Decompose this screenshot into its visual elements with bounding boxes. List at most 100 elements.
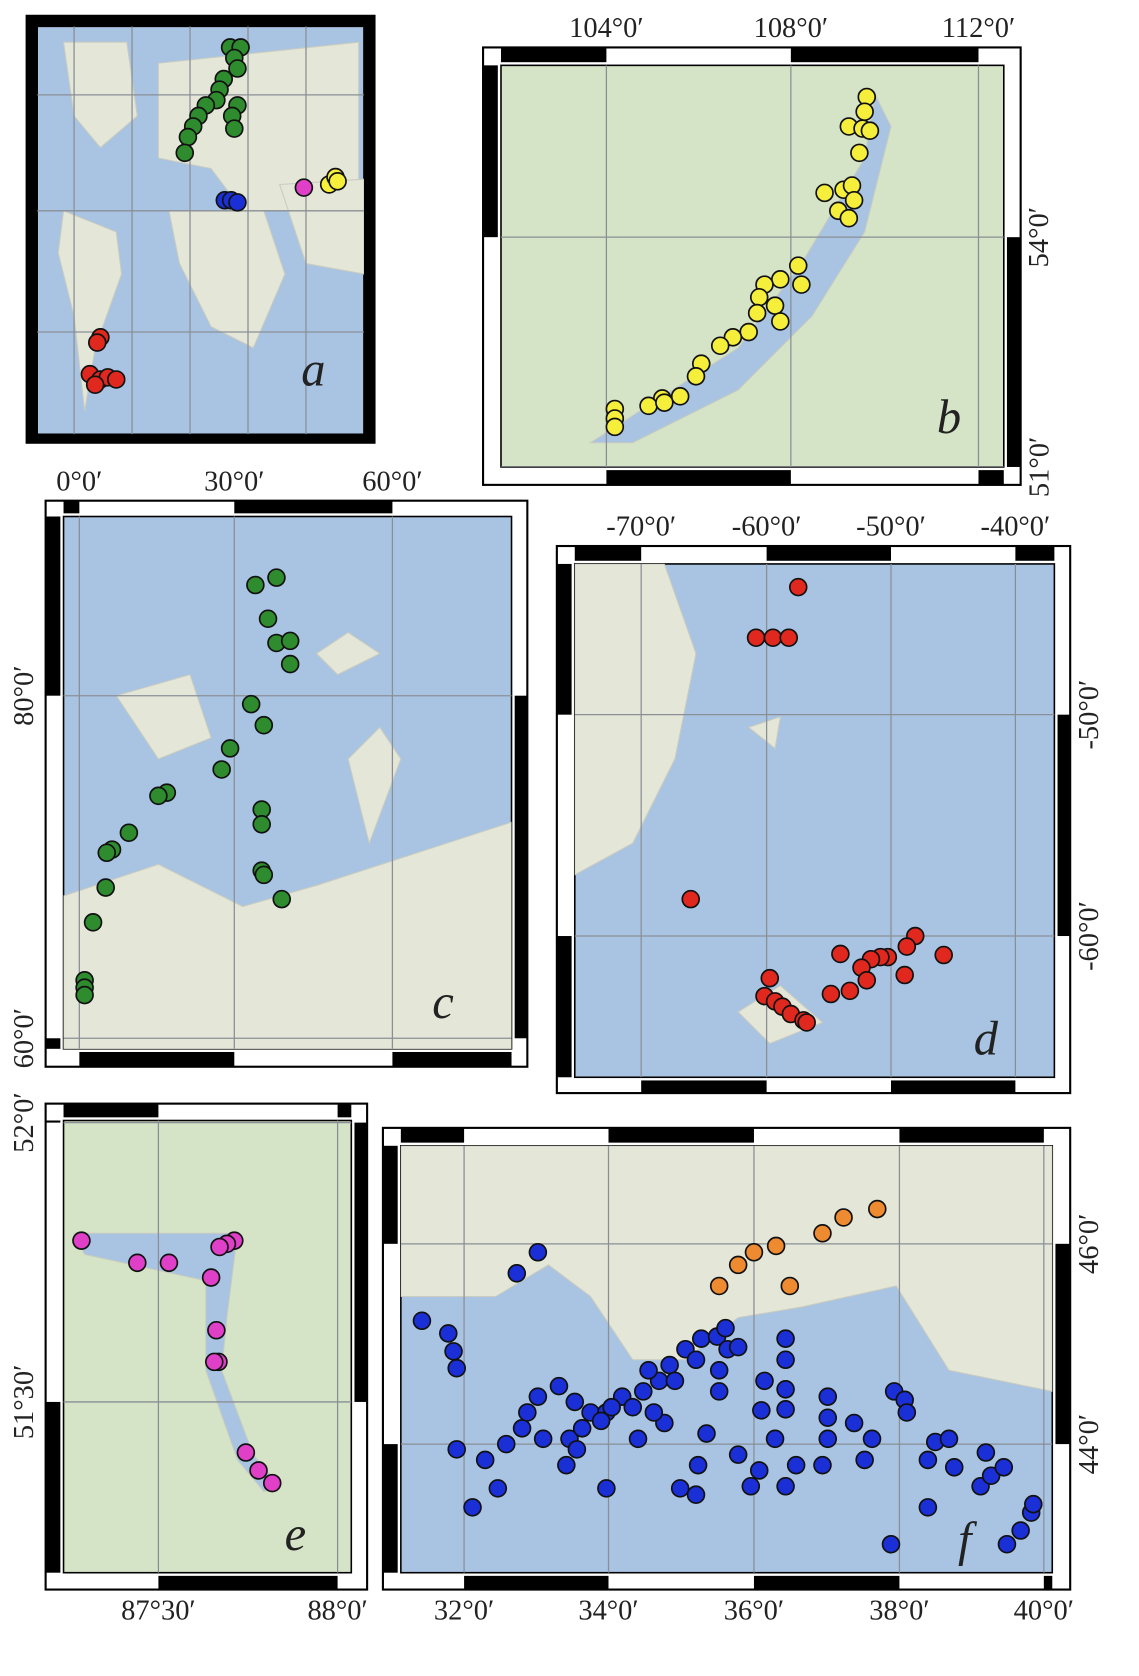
lat-label: 80°0′ bbox=[9, 666, 40, 726]
frame-band bbox=[45, 1038, 61, 1049]
frame-band bbox=[337, 1103, 352, 1118]
map-content bbox=[574, 563, 1055, 1078]
sample-point bbox=[818, 1387, 838, 1406]
land bbox=[574, 563, 697, 876]
sample-point bbox=[918, 1498, 938, 1517]
lon-label: 0°0′ bbox=[56, 466, 102, 497]
sample-point bbox=[572, 1419, 592, 1438]
map-panel: f32°0′ 34°0′ 36°0′ 38°0′ 40°0′46°0′44°0′ bbox=[381, 1126, 1105, 1626]
sample-point bbox=[855, 102, 874, 122]
land bbox=[315, 631, 381, 676]
sample-point bbox=[813, 1455, 832, 1475]
sample-point bbox=[241, 694, 261, 714]
sample-point bbox=[831, 944, 850, 964]
sample-point bbox=[267, 568, 286, 587]
lon-label: 32°0′ bbox=[434, 1595, 494, 1626]
sample-point bbox=[686, 1485, 706, 1504]
sample-point bbox=[857, 971, 877, 990]
sample-point bbox=[862, 1429, 882, 1449]
frame-band bbox=[63, 1103, 159, 1118]
frame-band bbox=[608, 1127, 754, 1143]
lon-label: 60°0′ bbox=[362, 466, 422, 497]
sample-point bbox=[294, 178, 314, 197]
frame-band bbox=[63, 500, 80, 514]
lon-label: 108°0′ bbox=[754, 13, 829, 44]
sample-point bbox=[96, 878, 115, 897]
sample-point bbox=[496, 1434, 516, 1454]
sample-point bbox=[280, 654, 300, 674]
frame-band bbox=[234, 500, 393, 514]
sample-point bbox=[752, 1401, 771, 1420]
sample-point bbox=[557, 1455, 576, 1475]
frame-band bbox=[978, 470, 1004, 485]
sample-point bbox=[597, 1479, 616, 1498]
sample-point bbox=[688, 1455, 708, 1475]
lon-label: 88°0′ bbox=[307, 1595, 367, 1626]
sample-point bbox=[83, 913, 103, 932]
sample-point bbox=[220, 739, 240, 758]
sample-point bbox=[591, 1411, 611, 1431]
sample-point bbox=[776, 1329, 795, 1348]
lon-label: -60°0′ bbox=[732, 512, 802, 543]
sample-point bbox=[686, 367, 706, 386]
frame-band bbox=[79, 1051, 235, 1067]
sample-point bbox=[128, 1253, 147, 1273]
sample-point bbox=[844, 191, 864, 210]
sample-point bbox=[728, 1445, 748, 1464]
sample-point bbox=[210, 1237, 229, 1257]
sample-point bbox=[771, 270, 790, 289]
sample-point bbox=[254, 865, 274, 885]
lat-label: 51°30′ bbox=[9, 1365, 40, 1440]
lat-label: 52°0′ bbox=[9, 1092, 40, 1152]
lon-label: 87°30′ bbox=[121, 1595, 196, 1626]
sample-point bbox=[818, 1408, 838, 1428]
sample-point bbox=[771, 312, 790, 331]
sample-point bbox=[85, 375, 105, 395]
sample-point bbox=[533, 1429, 553, 1449]
frame-band bbox=[574, 546, 642, 561]
sample-point bbox=[741, 1476, 761, 1496]
map-panel: b 104°0′ 108°0′ 112°0′ 54°0′ 51°0′ bbox=[482, 13, 1055, 497]
sample-point bbox=[565, 1392, 585, 1412]
frame-band bbox=[483, 65, 498, 238]
sample-point bbox=[258, 609, 278, 629]
sample-point bbox=[412, 1311, 432, 1331]
sample-point bbox=[623, 1397, 643, 1417]
sample-point bbox=[897, 937, 917, 956]
sample-point bbox=[746, 628, 766, 647]
map-panel: e 87°30′ 88°0′ 52°0′ 51°30′ bbox=[9, 1092, 369, 1626]
sample-point bbox=[765, 296, 785, 315]
sample-point bbox=[225, 119, 244, 138]
sample-point bbox=[507, 1264, 527, 1283]
lon-label: 30°0′ bbox=[204, 466, 264, 497]
sample-point bbox=[106, 370, 126, 389]
sample-point bbox=[788, 256, 808, 275]
sample-point bbox=[716, 1318, 735, 1338]
sample-point bbox=[528, 1242, 548, 1262]
frame-band bbox=[500, 47, 607, 63]
sample-point bbox=[175, 143, 195, 163]
sample-point bbox=[670, 1479, 690, 1498]
sample-point bbox=[818, 1429, 838, 1449]
sample-point bbox=[766, 1236, 786, 1256]
sample-point bbox=[178, 127, 198, 147]
lat-label: -60°0′ bbox=[1074, 901, 1105, 971]
sample-point bbox=[1011, 1521, 1030, 1540]
sample-point bbox=[723, 328, 743, 347]
sample-point bbox=[897, 1403, 917, 1422]
frame-band bbox=[400, 1127, 465, 1143]
sample-point bbox=[797, 1013, 816, 1032]
frame-band bbox=[890, 1080, 1016, 1094]
sample-point bbox=[512, 1419, 532, 1438]
sample-point bbox=[119, 823, 139, 843]
map-content bbox=[63, 516, 512, 1049]
land bbox=[588, 93, 892, 444]
sample-point bbox=[1024, 1494, 1043, 1514]
sample-point bbox=[463, 1498, 482, 1517]
sample-point bbox=[201, 1268, 221, 1287]
sample-point bbox=[528, 1387, 548, 1406]
sample-point bbox=[697, 1424, 716, 1443]
frame-band bbox=[1006, 237, 1021, 467]
frame-band bbox=[382, 1444, 398, 1573]
